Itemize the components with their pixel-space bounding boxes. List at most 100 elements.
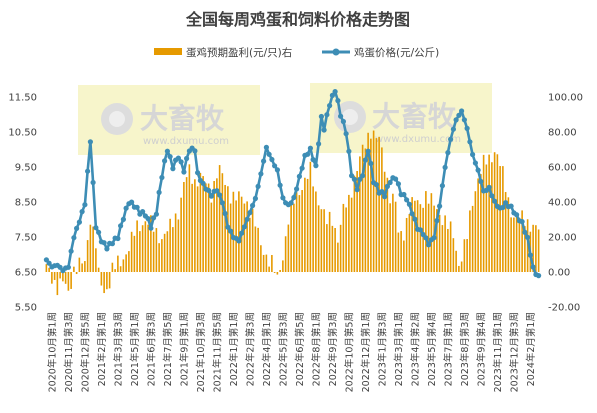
profit-bar bbox=[425, 191, 427, 272]
profit-bar bbox=[279, 269, 281, 272]
price-point bbox=[87, 139, 93, 145]
price-point bbox=[327, 103, 333, 109]
profit-bar bbox=[177, 219, 180, 272]
x-axis-tick-label: 2023年9月第4周 bbox=[475, 312, 487, 386]
profit-bar bbox=[477, 178, 479, 272]
profit-bar bbox=[317, 205, 320, 272]
price-point bbox=[478, 178, 484, 185]
profit-bar bbox=[152, 231, 155, 272]
profit-bar bbox=[295, 192, 298, 272]
profit-bar bbox=[342, 203, 345, 272]
profit-bar bbox=[254, 226, 257, 272]
price-point bbox=[423, 235, 429, 241]
x-axis-tick-label: 2021年6月第3周 bbox=[145, 312, 157, 386]
profit-bar bbox=[304, 177, 306, 272]
profit-bar bbox=[353, 175, 356, 272]
price-point bbox=[456, 112, 462, 118]
x-axis-tick-label: 2020年11月第3周 bbox=[63, 312, 75, 392]
x-axis-tick-label: 2023年7月第1周 bbox=[442, 312, 454, 386]
price-point bbox=[357, 176, 363, 182]
profit-bar bbox=[521, 210, 523, 272]
profit-bar bbox=[45, 264, 48, 272]
price-point bbox=[184, 155, 190, 162]
profit-bar bbox=[271, 255, 273, 272]
profit-bar bbox=[361, 144, 364, 272]
price-point bbox=[321, 127, 327, 133]
profit-bar bbox=[502, 166, 504, 272]
profit-bar bbox=[293, 203, 295, 272]
profit-bar bbox=[328, 211, 331, 272]
price-point bbox=[82, 202, 88, 208]
profit-bar bbox=[298, 195, 301, 272]
profit-bar bbox=[510, 217, 512, 272]
legend-swatch-price-marker bbox=[332, 48, 340, 56]
price-point bbox=[324, 112, 330, 118]
price-point bbox=[442, 164, 448, 170]
price-point bbox=[470, 151, 476, 158]
profit-bar bbox=[169, 218, 171, 272]
price-point bbox=[250, 202, 256, 209]
price-point bbox=[439, 183, 445, 189]
price-point bbox=[360, 173, 366, 179]
price-point bbox=[109, 241, 115, 247]
profit-bar bbox=[524, 226, 526, 272]
price-point bbox=[219, 200, 225, 206]
profit-bar bbox=[207, 183, 210, 272]
profit-bar bbox=[108, 272, 111, 289]
profit-bar bbox=[463, 239, 466, 272]
price-point bbox=[71, 235, 77, 241]
price-point bbox=[129, 199, 135, 205]
left-axis: 5.50 6.50 7.50 8.50 9.50 10.50 11.50 bbox=[8, 93, 37, 314]
price-point bbox=[101, 240, 107, 246]
profit-bar bbox=[320, 209, 323, 272]
profit-bar bbox=[122, 259, 125, 272]
profit-bar bbox=[348, 194, 350, 272]
profit-bar bbox=[128, 251, 130, 272]
price-point bbox=[437, 203, 443, 209]
profit-bar bbox=[436, 209, 438, 272]
profit-bar bbox=[92, 226, 94, 272]
x-axis-tick-label: 2020年10月第1周 bbox=[46, 312, 58, 392]
profit-bar bbox=[378, 136, 380, 272]
left-axis-tick-label: 6.50 bbox=[15, 268, 37, 279]
price-point bbox=[530, 264, 536, 270]
profit-bar bbox=[246, 201, 248, 272]
profit-bar bbox=[166, 231, 169, 272]
price-point bbox=[291, 194, 297, 201]
price-point bbox=[340, 118, 346, 125]
price-point bbox=[277, 182, 283, 188]
profit-bar bbox=[290, 200, 292, 272]
profit-bar bbox=[345, 207, 347, 272]
price-point bbox=[379, 189, 385, 195]
price-point bbox=[225, 224, 231, 230]
profit-bar bbox=[243, 203, 246, 272]
profit-bar bbox=[202, 176, 204, 272]
price-point bbox=[288, 200, 294, 206]
price-point bbox=[247, 210, 253, 216]
profit-bar bbox=[535, 225, 537, 272]
price-point bbox=[145, 216, 151, 222]
price-point bbox=[269, 156, 275, 163]
profit-bar bbox=[405, 217, 408, 272]
price-point bbox=[148, 225, 154, 231]
profit-bar bbox=[89, 224, 92, 272]
profit-bar bbox=[48, 267, 50, 272]
profit-bar bbox=[334, 228, 336, 272]
price-point bbox=[294, 186, 300, 192]
price-point bbox=[459, 108, 465, 114]
x-axis-tick-label: 2024年2月第1周 bbox=[525, 312, 537, 386]
price-point bbox=[354, 187, 360, 193]
legend-label-price: 鸡蛋价格(元/公斤) bbox=[354, 46, 439, 59]
profit-bar bbox=[185, 177, 188, 272]
price-point bbox=[151, 215, 157, 221]
profit-bar bbox=[447, 228, 449, 272]
profit-bar bbox=[136, 220, 138, 272]
profit-bar bbox=[350, 197, 353, 272]
profit-bar bbox=[312, 186, 314, 272]
price-point bbox=[467, 139, 473, 145]
price-point bbox=[508, 203, 514, 209]
profit-bar bbox=[287, 224, 290, 272]
price-point bbox=[453, 117, 459, 123]
profit-bar bbox=[260, 245, 262, 272]
